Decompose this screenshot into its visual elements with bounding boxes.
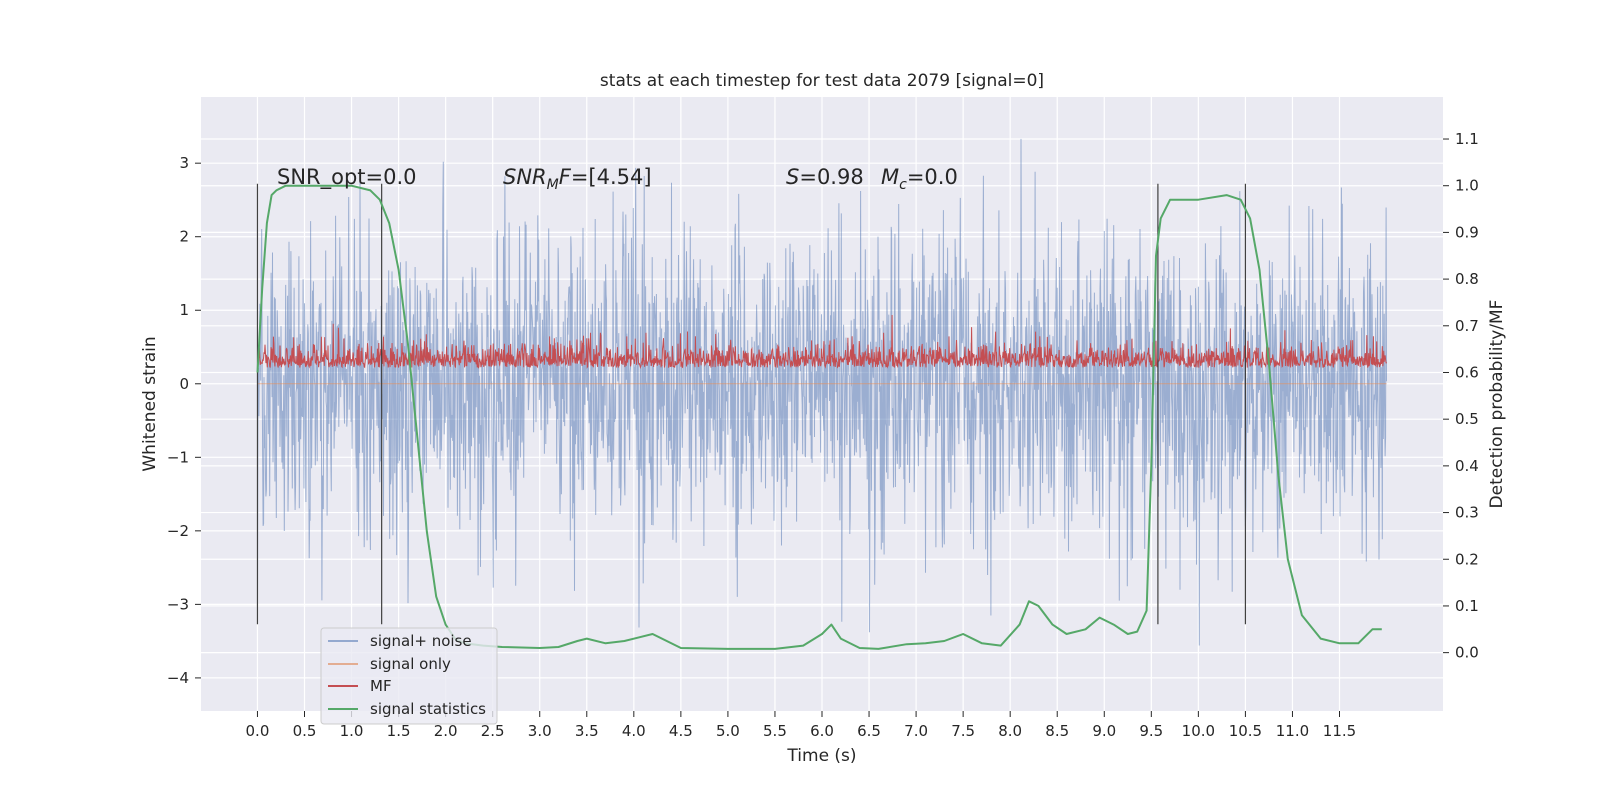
annotation-snr-opt: SNR_opt=0.0: [277, 165, 417, 190]
x-tick-label: 3.0: [528, 722, 552, 740]
x-tick-label: 5.0: [716, 722, 740, 740]
y-tick-label: −1: [167, 448, 189, 466]
annotations: SNR_opt=0.0 SNRMF=[4.54] S=0.98 Mc=0.0: [277, 165, 958, 193]
x-tick-label: 2.5: [481, 722, 505, 740]
y2-tick-label: 0.5: [1455, 410, 1479, 428]
y2-tick-label: 0.7: [1455, 317, 1479, 335]
mf-line: [257, 314, 1387, 370]
x-tick-label: 8.0: [998, 722, 1022, 740]
y-tick-label: −2: [167, 522, 189, 540]
chart-title: stats at each timestep for test data 207…: [600, 71, 1044, 91]
x-tick-label: 0.0: [246, 722, 270, 740]
y-tick-label: −4: [167, 669, 189, 687]
annotation-snr-mf-value: =[4.54]: [571, 165, 652, 189]
y2-tick-label: 0.8: [1455, 270, 1479, 288]
y-tick-label: 3: [179, 154, 189, 172]
x-tick-label: 7.5: [951, 722, 975, 740]
y2-tick-label: 0.9: [1455, 223, 1479, 241]
y-tick-label: −3: [167, 595, 189, 613]
y2-tick-label: 1.1: [1455, 130, 1479, 148]
x-tick-label: 10.5: [1229, 722, 1262, 740]
x-tick-label: 4.0: [622, 722, 646, 740]
x-tick-label: 11.5: [1323, 722, 1356, 740]
x-axis-ticks: 0.0 0.5 1.0 1.5 2.0 2.5 3.0 3.5 4.0 4.5 5.0 5.5 6.0 6…: [246, 711, 1356, 740]
series-signal-statistics: [256, 184, 1382, 650]
y2-tick-label: 0.3: [1455, 504, 1479, 522]
y-axis-label: Whitened strain: [140, 336, 160, 471]
legend-box: [320, 627, 498, 725]
y2-tick-label: 0.1: [1455, 597, 1479, 615]
x-tick-label: 3.5: [575, 722, 599, 740]
legend: signal+ noise signal only MF signal stat…: [320, 627, 498, 725]
y-axis-ticks: 3 2 1 0 −1 −2 −3 −4: [167, 154, 201, 687]
annotation-s-value: =0.98: [799, 165, 863, 189]
x-tick-label: 6.0: [810, 722, 834, 740]
x-tick-label: 6.5: [857, 722, 881, 740]
y2-tick-label: 0.6: [1455, 363, 1479, 381]
y2-tick-label: 0.4: [1455, 457, 1479, 475]
legend-label-signal-statistics: signal statistics: [370, 700, 486, 718]
x-tick-label: 9.5: [1139, 722, 1163, 740]
legend-label-signal-only: signal only: [370, 655, 451, 673]
y-tick-label: 2: [179, 228, 189, 246]
legend-label-mf: MF: [370, 677, 392, 695]
annotation-mc: Mc=0.0: [881, 165, 958, 193]
x-tick-label: 7.0: [904, 722, 928, 740]
x-tick-label: 11.0: [1276, 722, 1309, 740]
x-tick-label: 1.5: [387, 722, 411, 740]
signal-statistics-line: [256, 184, 1382, 650]
y-tick-label: 0: [179, 375, 189, 393]
y2-axis-ticks: 1.1 1.0 0.9 0.8 0.7 0.6 0.5 0.4 0.3 0.2 0.1 0.0: [1443, 130, 1479, 662]
legend-label-signal-noise: signal+ noise: [370, 632, 472, 650]
annotation-snr-mf: SNRMF=[4.54]: [503, 165, 652, 193]
annotation-mc-value: =0.0: [907, 165, 958, 189]
x-tick-label: 0.5: [293, 722, 317, 740]
x-tick-label: 2.0: [434, 722, 458, 740]
y2-axis-label: Detection probability/MF: [1487, 300, 1507, 509]
series-mf: [257, 314, 1387, 385]
y2-tick-label: 0.2: [1455, 550, 1479, 568]
x-tick-label: 1.0: [340, 722, 364, 740]
y2-tick-label: 0.0: [1455, 644, 1479, 662]
x-tick-label: 4.5: [669, 722, 693, 740]
y2-tick-label: 1.0: [1455, 177, 1479, 195]
x-axis-label: Time (s): [786, 746, 856, 766]
x-tick-label: 5.5: [763, 722, 787, 740]
x-tick-label: 10.0: [1182, 722, 1215, 740]
x-tick-label: 8.5: [1045, 722, 1069, 740]
vertical-markers: [256, 183, 1247, 625]
y-tick-label: 1: [179, 301, 189, 319]
x-tick-label: 9.0: [1092, 722, 1116, 740]
annotation-s: S=0.98: [786, 165, 864, 189]
